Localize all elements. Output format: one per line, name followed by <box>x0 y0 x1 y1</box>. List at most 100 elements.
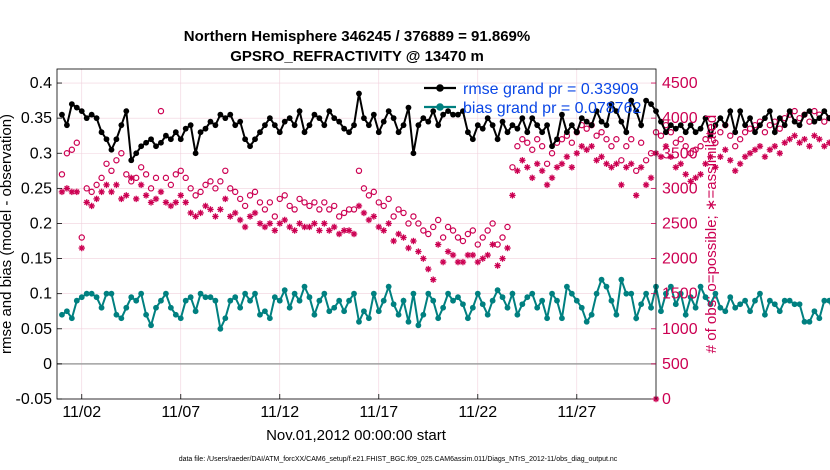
asterisk-stroke <box>554 164 560 171</box>
obs-assimilated-point <box>152 195 160 203</box>
obs-assimilated-point <box>256 220 264 227</box>
asterisk-stroke <box>588 143 595 149</box>
asterisk-stroke <box>356 203 362 209</box>
obs-possible-point <box>529 146 536 153</box>
bias-point <box>672 301 679 308</box>
obs-possible-point <box>504 223 511 231</box>
rmse-point <box>539 129 546 136</box>
rmse-point <box>786 108 793 115</box>
asterisk-stroke <box>420 255 427 262</box>
asterisk-stroke <box>346 227 352 234</box>
obs-assimilated-point <box>603 160 610 167</box>
asterisk-stroke <box>113 182 120 188</box>
asterisk-stroke <box>663 143 669 149</box>
rmse-point <box>563 129 570 136</box>
rmse-point <box>450 111 456 118</box>
rmse-point <box>242 136 249 143</box>
asterisk-stroke <box>237 217 243 223</box>
bias-point <box>514 311 521 318</box>
rmse-point <box>163 132 169 139</box>
obs-assimilated-point <box>444 248 452 255</box>
rmse-point <box>489 122 496 129</box>
right-tick-label: 1500 <box>662 286 698 303</box>
rmse-point <box>623 129 630 136</box>
obs-assimilated-point <box>469 251 477 259</box>
asterisk-stroke <box>717 154 724 160</box>
asterisk-stroke <box>301 224 308 230</box>
obs-assimilated-point <box>504 244 511 252</box>
rmse-point <box>677 122 684 129</box>
rmse-point <box>821 108 828 115</box>
obs-possible-point <box>405 220 412 227</box>
obs-assimilated-point <box>514 167 521 175</box>
obs-possible-point <box>543 160 551 167</box>
bias-point <box>425 290 432 297</box>
obs-possible-point <box>370 188 378 196</box>
right-tick-label: 2000 <box>662 251 698 268</box>
obs-possible-point <box>227 185 234 192</box>
obs-assimilated-point <box>197 209 204 217</box>
rmse-point <box>598 118 605 125</box>
obs-assimilated-point <box>128 174 135 182</box>
obs-possible-point <box>360 185 368 192</box>
rmse-point <box>559 111 565 118</box>
rmse-point <box>296 108 303 115</box>
rmse-point <box>59 111 65 118</box>
obs-possible-point <box>746 125 754 132</box>
asterisk-stroke <box>217 206 224 213</box>
obs-possible-point <box>316 206 323 213</box>
obs-possible-point <box>222 167 229 175</box>
bias-point <box>504 304 511 311</box>
bias-point <box>692 304 699 311</box>
asterisk-stroke <box>232 210 238 216</box>
rmse-point <box>118 122 125 129</box>
obs-possible-point <box>657 132 665 139</box>
bias-point <box>296 297 303 304</box>
asterisk-stroke <box>628 161 634 167</box>
bias-point <box>341 308 348 315</box>
obs-possible-point <box>266 199 274 206</box>
bias-point <box>752 297 758 304</box>
rmse-point <box>608 101 615 108</box>
rmse-point <box>499 118 506 125</box>
bias-point <box>806 318 813 325</box>
asterisk-stroke <box>742 154 748 160</box>
bias-point <box>663 290 669 297</box>
asterisk-stroke <box>544 182 550 188</box>
asterisk-stroke <box>321 220 328 227</box>
bias-point <box>583 318 590 325</box>
asterisk-stroke <box>598 154 605 160</box>
bias-point <box>742 297 749 304</box>
rmse-point <box>826 115 830 122</box>
asterisk-stroke <box>118 196 125 202</box>
rmse-point <box>791 118 798 125</box>
bias-point <box>435 315 442 322</box>
asterisk-stroke <box>638 164 644 171</box>
obs-assimilated-point <box>167 202 175 210</box>
obs-assimilated-point <box>108 188 115 196</box>
obs-assimilated-point <box>816 136 823 143</box>
rmse-point <box>321 122 328 129</box>
rmse-point <box>420 115 427 122</box>
bias-point <box>826 297 830 304</box>
rmse-point <box>618 118 625 125</box>
obs-assimilated-point <box>281 216 288 224</box>
obs-assimilated-point <box>232 209 239 217</box>
asterisk-stroke <box>187 210 194 216</box>
bias-point <box>78 294 85 301</box>
obs-assimilated-point <box>58 188 66 196</box>
bias-point <box>608 297 615 304</box>
rmse-point <box>479 125 486 132</box>
obs-assimilated-point <box>771 143 779 150</box>
right-axis-label: # of obs: o=possible; ∗=assimilated <box>703 115 720 354</box>
rmse-point <box>771 129 778 136</box>
bias-point <box>722 308 729 315</box>
bias-point <box>633 315 640 322</box>
asterisk-stroke <box>821 143 828 149</box>
bias-point <box>712 290 719 297</box>
bias-point <box>395 311 402 318</box>
bias-point <box>281 287 288 294</box>
obs-assimilated-point <box>672 164 680 171</box>
asterisk-stroke <box>816 136 823 142</box>
rmse-point <box>197 129 204 136</box>
